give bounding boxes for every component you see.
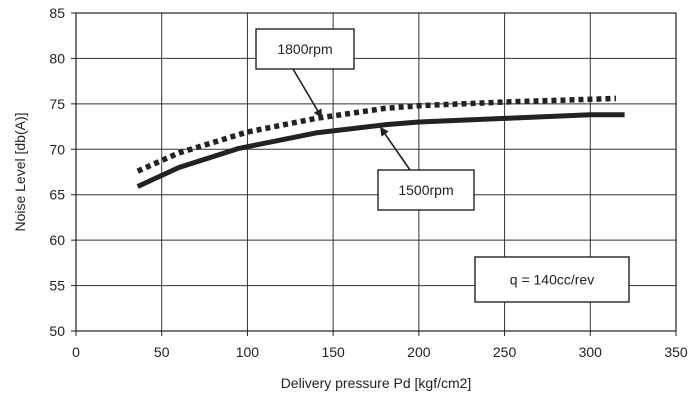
x-tick-label: 250 [493,344,517,360]
annotation-label-1800rpm: 1800rpm [277,41,332,57]
y-tick-label: 85 [49,5,65,21]
x-tick-label: 300 [579,344,603,360]
annotation-box-1800rpm [255,28,355,70]
y-tick-label: 70 [49,141,65,157]
x-tick-label: 0 [72,344,80,360]
series-line-1500rpm [136,112,625,189]
x-tick-label: 150 [321,344,345,360]
x-tick-label: 100 [236,344,260,360]
y-tick-label: 55 [49,278,65,294]
annotation-label-1500rpm: 1500rpm [398,182,453,198]
x-tick-label: 350 [664,344,688,360]
annotation-label-q-140cc-rev: q = 140cc/rev [510,272,594,288]
y-tick-label: 80 [49,50,65,66]
series-line-1800rpm [136,95,617,174]
y-tick-label: 65 [49,187,65,203]
y-tick-label: 50 [49,323,65,339]
y-tick-label: 75 [49,96,65,112]
y-tick-label: 60 [49,232,65,248]
x-tick-label: 200 [407,344,431,360]
annotations: 1800rpm 1500rpm q = 140cc/rev [255,28,630,303]
annotation-arrow-1800rpm [292,68,323,119]
x-tick-label: 50 [154,344,170,360]
x-axis-label: Delivery pressure Pd [kgf/cm2] [281,375,472,391]
y-axis-label: Noise Level [db(A)] [12,112,28,231]
plot-frame [75,12,677,332]
annotation-box-q-140cc-rev [474,256,630,303]
annotation-box-1500rpm [377,169,475,211]
annotation-arrow-1500rpm [380,126,411,171]
axes: 0 50 100 150 200 250 300 350 50 55 60 65 70 75 80 85 Del… [12,5,688,391]
data-series [136,95,625,189]
